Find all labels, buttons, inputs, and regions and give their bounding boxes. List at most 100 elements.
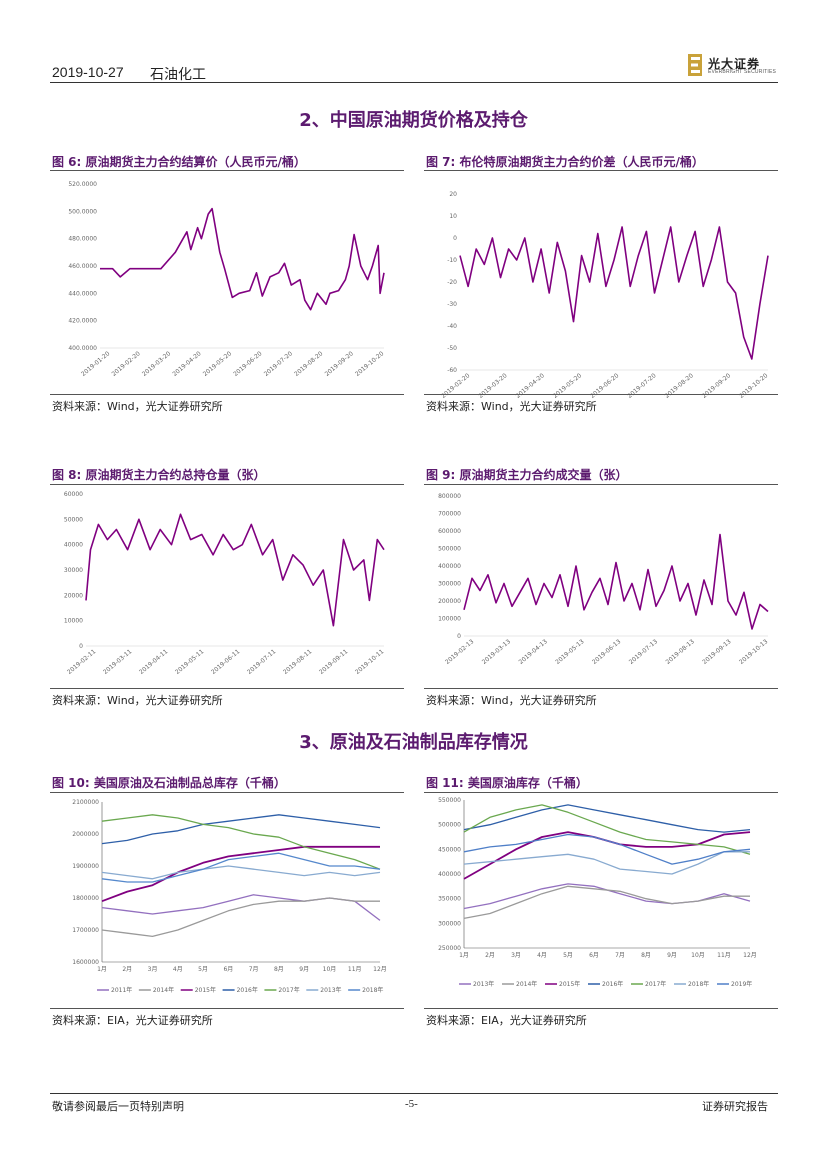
figure-8-chart: 0 10000 20000 30000 40000 50000 60000 2019-02-1…	[64, 491, 386, 676]
figure-10-chart: 1600000 1700000 1800000 1900000 2000000 21000…	[72, 799, 387, 994]
y-tick-label: 300000	[438, 581, 461, 588]
header-divider	[50, 82, 778, 83]
x-tick-label: 4月	[537, 952, 547, 959]
x-tick-label: 2019-02-20	[111, 350, 142, 378]
y-tick-label: 300000	[438, 920, 461, 927]
y-tick-label: 800000	[438, 493, 461, 500]
y-tick-label: 1600000	[72, 959, 99, 966]
x-tick-label: 2019-06-11	[210, 648, 241, 676]
y-tick-label: 0	[79, 643, 83, 650]
x-tick-label: 2019-05-13	[554, 638, 585, 666]
legend-label: 2019年	[731, 980, 752, 988]
footer-divider	[50, 1093, 778, 1094]
x-tick-label: 2019-07-20	[263, 350, 294, 378]
y-tick-label: 550000	[438, 797, 461, 804]
figure-7-title: 图 7: 布伦特原油期货主力合约价差（人民币元/桶）	[426, 155, 704, 169]
y-tick-label: 10	[449, 213, 457, 220]
y-tick-label: 60000	[64, 491, 83, 498]
y-tick-label: -30	[447, 301, 457, 308]
series-line	[463, 804, 751, 855]
figure-10-title: 图 10: 美国原油及石油制品总库存（千桶）	[52, 776, 286, 790]
legend-label: 2018年	[688, 980, 709, 988]
figure-10-source: 资料来源：EIA，光大证券研究所	[52, 1014, 213, 1027]
x-tick-label: 5月	[198, 966, 208, 973]
y-tick-label: 20	[449, 191, 457, 198]
x-tick-label: 2019-02-13	[444, 638, 475, 666]
x-tick-label: 2019-08-20	[664, 372, 695, 400]
x-tick-label: 2019-09-20	[324, 350, 355, 378]
figure-11-title: 图 11: 美国原油库存（千桶）	[426, 776, 588, 790]
y-tick-label: -50	[447, 345, 457, 352]
x-tick-label: 2019-09-11	[318, 648, 349, 676]
y-tick-label: -20	[447, 279, 457, 286]
y-tick-label: 1900000	[72, 863, 99, 870]
y-tick-label: 1700000	[72, 927, 99, 934]
y-tick-label: 20000	[64, 592, 83, 599]
figure-6-title: 图 6: 原油期货主力合约结算价（人民币元/桶）	[52, 155, 306, 169]
series-line	[463, 533, 769, 630]
y-tick-label: -40	[447, 323, 457, 330]
x-tick-label: 2019-04-13	[518, 638, 549, 666]
series-line	[463, 883, 751, 910]
figure-9-top-rule	[424, 484, 778, 485]
y-tick-label: 400.0000	[68, 345, 97, 352]
y-tick-label: 0	[453, 235, 457, 242]
y-tick-label: 480.0000	[68, 236, 97, 243]
figure-6-chart: 400.0000 420.0000 440.0000 460.0000 480.0000…	[68, 181, 385, 378]
logo-mark-icon	[688, 54, 702, 76]
y-tick-label: 400000	[438, 563, 461, 570]
x-tick-label: 2019-02-20	[440, 372, 471, 400]
series-line	[101, 865, 381, 880]
x-tick-label: 9月	[667, 952, 677, 959]
x-tick-label: 10月	[323, 966, 337, 973]
legend-label: 2018年	[362, 986, 383, 994]
report-sector: 石油化工	[150, 67, 206, 83]
footer-disclaimer: 敬请参阅最后一页特别声明	[52, 1100, 184, 1113]
legend-label: 2015年	[195, 986, 216, 994]
x-tick-label: 2月	[485, 952, 495, 959]
y-tick-label: 2100000	[72, 799, 99, 806]
y-tick-label: 420.0000	[68, 318, 97, 325]
legend-label: 2017年	[278, 986, 299, 994]
series-line	[463, 851, 750, 875]
x-tick-label: 3月	[148, 966, 158, 973]
x-tick-label: 2019-07-11	[246, 648, 277, 676]
y-tick-label: -60	[447, 367, 457, 374]
logo-text-en: EVERBRIGHT SECURITIES	[708, 69, 777, 75]
legend-label: 2016年	[602, 980, 623, 988]
y-tick-label: 0	[457, 633, 461, 640]
y-tick-label: 500000	[438, 822, 461, 829]
x-tick-label: 2月	[122, 966, 132, 973]
series-line	[85, 513, 385, 627]
y-tick-label: 450000	[438, 846, 461, 853]
y-tick-label: -10	[447, 257, 457, 264]
legend-label: 2016年	[237, 986, 258, 994]
y-tick-label: 200000	[438, 598, 461, 605]
figure-8-source: 资料来源：Wind，光大证券研究所	[52, 694, 223, 707]
y-tick-label: 100000	[438, 616, 461, 623]
series-line	[459, 226, 769, 360]
x-tick-label: 2019-10-20	[354, 350, 385, 378]
y-tick-label: 520.0000	[68, 181, 97, 188]
figure-11-chart: 250000 300000 350000 400000 450000 500000 5500…	[438, 797, 757, 988]
x-tick-label: 11月	[348, 966, 362, 973]
series-line	[101, 897, 380, 938]
series-line	[101, 814, 381, 870]
footer-report-type: 证券研究报告	[702, 1100, 768, 1113]
x-tick-label: 2019-08-11	[282, 648, 313, 676]
series-line	[463, 833, 751, 865]
legend-label: 2014年	[153, 986, 174, 994]
series-line	[101, 845, 380, 903]
figure-10-bottom-rule	[50, 1008, 404, 1009]
series-line	[463, 885, 750, 920]
x-tick-label: 7月	[249, 966, 259, 973]
x-tick-label: 2019-05-20	[552, 372, 583, 400]
x-tick-label: 6月	[223, 966, 233, 973]
figure-9-source: 资料来源：Wind，光大证券研究所	[426, 694, 597, 707]
x-tick-label: 1月	[97, 966, 107, 973]
x-tick-label: 2019-03-20	[141, 350, 172, 378]
x-tick-label: 2019-03-11	[102, 648, 133, 676]
x-tick-label: 2019-03-20	[477, 372, 508, 400]
x-tick-label: 2019-05-11	[174, 648, 205, 676]
legend-label: 2014年	[516, 980, 537, 988]
